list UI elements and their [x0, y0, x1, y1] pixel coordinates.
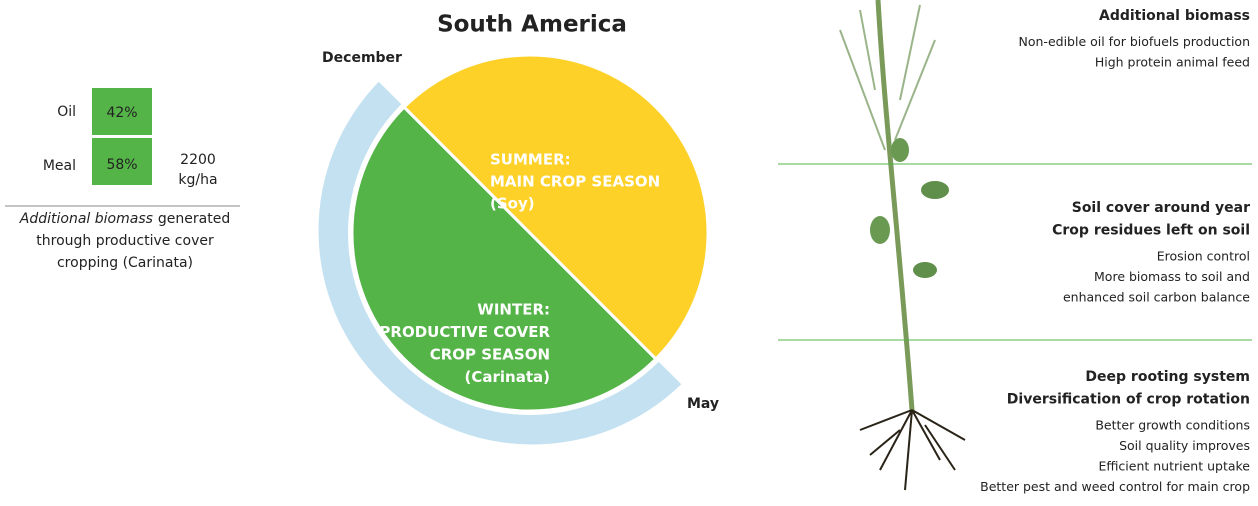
benefit-item: Better pest and weed control for main cr… — [980, 479, 1250, 494]
benefit-item: Soil quality improves — [1119, 438, 1250, 453]
meal-label: Meal — [43, 158, 76, 174]
oil-share: 42% — [106, 105, 137, 121]
winter-label: (Carinata) — [465, 368, 550, 386]
caption-line: Additional biomass generated — [19, 211, 230, 227]
yield-value: 2200 — [180, 152, 216, 168]
oil-label: Oil — [57, 104, 76, 120]
caption-line: through productive cover — [36, 233, 214, 249]
winter-label: PRODUCTIVE COVER — [379, 323, 550, 341]
caption-text: generated — [158, 211, 230, 227]
meal-share: 58% — [106, 157, 137, 173]
benefit-heading: Diversification of crop rotation — [1007, 392, 1250, 408]
benefit-heading: Soil cover around year — [1072, 200, 1250, 216]
winter-label: WINTER: — [477, 301, 550, 319]
benefit-heading: Deep rooting system — [1085, 369, 1250, 385]
benefit-item: Better growth conditions — [1095, 418, 1250, 433]
infographic: Oil 42% Meal 58% 2200 kg/ha Additional b… — [0, 0, 1258, 506]
benefit-heading: Crop residues left on soil — [1052, 223, 1250, 239]
yield-unit: kg/ha — [178, 172, 217, 188]
winter-label: CROP SEASON — [430, 346, 550, 364]
caption-emphasis: Additional biomass — [19, 211, 153, 227]
benefit-item: More biomass to soil and — [1094, 269, 1250, 284]
cycle-title: South America — [437, 12, 627, 38]
benefit-heading: Additional biomass — [1099, 8, 1250, 24]
benefit-item: Efficient nutrient uptake — [1098, 459, 1250, 474]
benefit-item: High protein animal feed — [1095, 55, 1250, 70]
summer-label: SUMMER: — [490, 151, 571, 169]
benefit-item: Non-edible oil for biofuels production — [1019, 34, 1250, 49]
summer-label: MAIN CROP SEASON — [490, 173, 660, 191]
summer-label: (Soy) — [490, 195, 535, 213]
caption-line: cropping (Carinata) — [57, 255, 193, 271]
end-label: May — [687, 396, 719, 412]
benefit-item: Erosion control — [1157, 249, 1250, 264]
benefits: Additional biomass Non-edible oil for bio… — [980, 8, 1250, 494]
plant-illustration — [840, 0, 965, 490]
benefit-item: enhanced soil carbon balance — [1063, 290, 1250, 305]
start-label: December — [322, 50, 402, 66]
